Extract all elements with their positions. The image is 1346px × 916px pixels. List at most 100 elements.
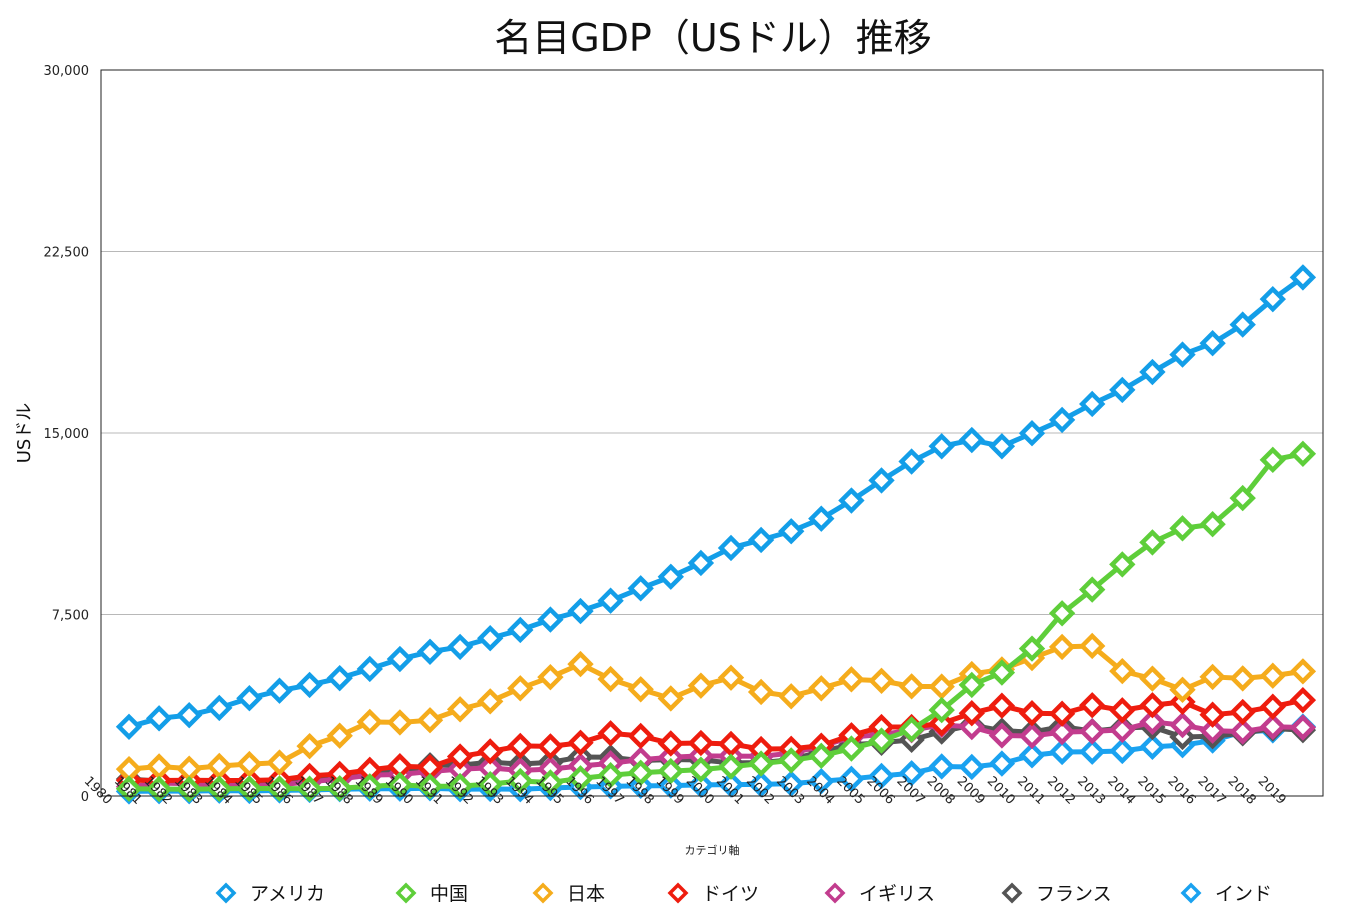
data-point	[1169, 711, 1196, 739]
data-point	[808, 742, 835, 770]
data-point	[1018, 722, 1046, 750]
data-point	[778, 770, 805, 797]
x-tick-label: 2019	[1255, 774, 1289, 808]
legend-label: アメリカ	[250, 883, 325, 905]
data-point	[296, 732, 323, 760]
x-tick-label: 2007	[893, 774, 927, 808]
data-point	[115, 775, 143, 802]
data-point	[507, 767, 534, 795]
series-3	[115, 632, 1317, 783]
data-point	[386, 709, 414, 736]
y-axis-title: USドル	[14, 403, 35, 464]
series-line	[128, 451, 1304, 792]
x-tick-label: 2003	[773, 774, 807, 808]
data-point	[928, 696, 955, 724]
data-point	[266, 677, 293, 704]
data-point	[236, 750, 263, 778]
data-point	[958, 700, 985, 727]
data-point	[988, 750, 1016, 777]
series-2	[115, 440, 1317, 803]
data-point	[958, 671, 985, 699]
x-tick-label: 2008	[924, 774, 958, 808]
data-point	[747, 526, 775, 554]
data-point	[1199, 663, 1226, 691]
data-point	[687, 756, 715, 783]
data-point	[567, 729, 594, 756]
data-point	[507, 732, 534, 760]
data-point	[627, 722, 654, 750]
legend-label: イギリス	[859, 883, 935, 905]
data-point	[1259, 662, 1286, 689]
data-point	[507, 675, 534, 702]
chart-title: 名目GDP（USドル）推移	[494, 16, 932, 60]
x-tick-label: 1998	[623, 774, 657, 808]
data-point	[838, 666, 865, 693]
data-point	[958, 713, 985, 741]
legend-label: フランス	[1036, 883, 1112, 905]
data-point	[145, 775, 173, 803]
legend-marker	[1180, 882, 1202, 904]
data-point	[1259, 446, 1286, 474]
data-point	[1079, 576, 1106, 603]
data-point	[1079, 390, 1106, 418]
data-point	[717, 534, 745, 562]
data-point	[477, 688, 504, 715]
legend-marker	[532, 882, 554, 904]
data-point	[687, 771, 715, 799]
data-point	[1048, 738, 1076, 766]
data-point	[1109, 737, 1136, 765]
data-point	[1139, 665, 1166, 692]
data-point	[446, 743, 474, 770]
data-point	[266, 775, 293, 802]
data-point	[868, 667, 895, 694]
series-line	[128, 697, 1304, 784]
data-point	[657, 730, 684, 757]
data-point	[567, 650, 594, 678]
data-point	[627, 676, 654, 703]
data-point	[958, 426, 985, 454]
data-point	[898, 673, 925, 700]
data-point	[1169, 341, 1196, 368]
data-point	[988, 692, 1016, 719]
x-tick-label: 1999	[653, 774, 687, 808]
data-point	[176, 701, 203, 729]
data-point	[1259, 285, 1286, 313]
data-point	[1079, 632, 1106, 660]
x-tick-label: 2006	[863, 774, 897, 808]
data-point	[1048, 700, 1076, 727]
data-point	[687, 729, 715, 757]
data-point	[778, 747, 805, 774]
data-point	[537, 733, 564, 760]
x-tick-label: 2014	[1104, 774, 1138, 808]
data-point	[868, 467, 895, 494]
data-point	[1229, 484, 1256, 512]
data-point	[446, 633, 474, 661]
data-point	[597, 665, 624, 693]
data-point	[597, 720, 624, 747]
series-4	[115, 686, 1317, 794]
legend-marker	[824, 882, 846, 904]
series-group	[115, 264, 1317, 805]
data-point	[356, 708, 383, 736]
data-point	[537, 663, 564, 691]
data-point	[356, 655, 383, 683]
data-point	[266, 749, 293, 776]
legend-marker	[1001, 882, 1023, 904]
data-point	[416, 707, 444, 734]
data-point	[1048, 600, 1076, 627]
data-point	[1289, 714, 1317, 741]
data-point	[928, 433, 955, 460]
x-tick-label: 1997	[592, 774, 626, 808]
x-tick-label: 2002	[743, 774, 777, 808]
series-line	[128, 275, 1305, 730]
x-tick-label: 2012	[1044, 774, 1078, 808]
data-point	[1139, 692, 1166, 719]
y-tick-label: 0	[81, 790, 89, 805]
data-point	[1109, 551, 1136, 578]
data-point	[1259, 693, 1286, 720]
data-point	[1079, 718, 1106, 745]
x-tick-label: 2009	[954, 774, 988, 808]
legend-label: 中国	[430, 883, 468, 905]
legend-marker	[215, 882, 237, 904]
data-point	[657, 563, 684, 590]
